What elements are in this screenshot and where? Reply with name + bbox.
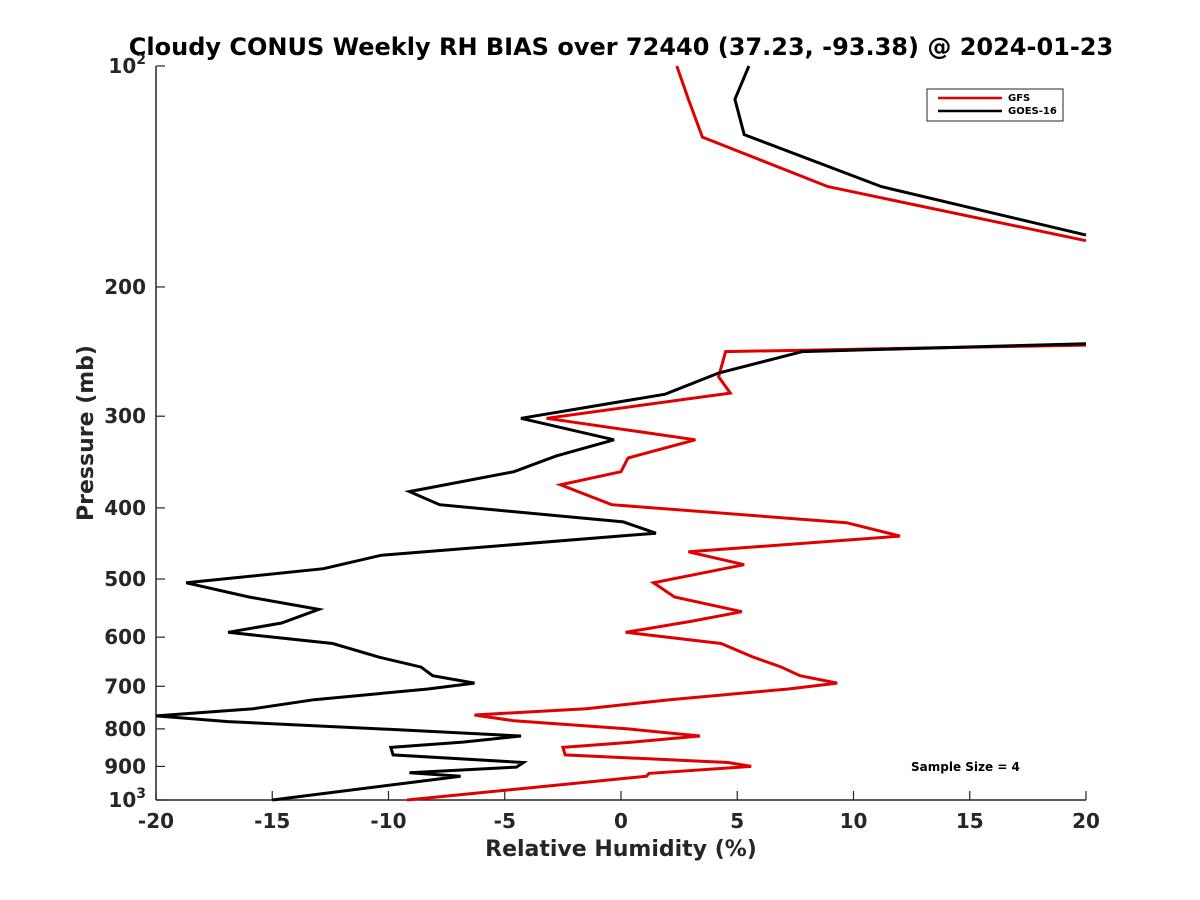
x-tick-label: 15 [956, 809, 984, 833]
x-tick-label: -5 [494, 809, 516, 833]
y-tick-label: 600 [104, 625, 146, 649]
x-tick-label: -20 [138, 809, 174, 833]
series-line-gfs [406, 343, 1087, 802]
y-tick-label: 800 [104, 717, 146, 741]
x-tick-label: 20 [1072, 809, 1100, 833]
axes: -20 -15 -10 -5 0 5 10 15 20 102 200 300 400 500 600 700… [104, 52, 1100, 833]
x-tick-label: 5 [730, 809, 744, 833]
series-group [156, 65, 1087, 802]
x-axis-label: Relative Humidity (%) [485, 837, 757, 862]
legend-label-gfs: GFS [1008, 93, 1030, 104]
legend-box [926, 88, 1064, 122]
y-tick-label: 103 [108, 786, 146, 812]
legend-label-goes-16: GOES-16 [1008, 106, 1057, 117]
plot-area [156, 65, 1087, 802]
sample-size-annotation: Sample Size = 4 [911, 760, 1020, 774]
chart-title: Cloudy CONUS Weekly RH BIAS over 72440 (… [129, 33, 1113, 61]
series-line-gfs [675, 65, 1087, 243]
y-tick-label: 300 [104, 404, 146, 428]
x-tick-label: -15 [254, 809, 290, 833]
y-tick-label: 500 [104, 567, 146, 591]
x-tick-label: -10 [370, 809, 406, 833]
series-line-goes-16 [733, 65, 1087, 237]
y-tick-label: 700 [104, 674, 146, 698]
y-tick-label: 200 [104, 275, 146, 299]
y-tick-label: 400 [104, 496, 146, 520]
y-axis-label: Pressure (mb) [74, 345, 99, 521]
x-tick-label: 10 [840, 809, 868, 833]
y-tick-label: 900 [104, 754, 146, 778]
y-tick-label: 102 [108, 52, 146, 78]
x-tick-label: 0 [614, 809, 628, 833]
legend: GFS GOES-16 [926, 88, 1064, 122]
series-line-goes-16 [156, 342, 1087, 802]
